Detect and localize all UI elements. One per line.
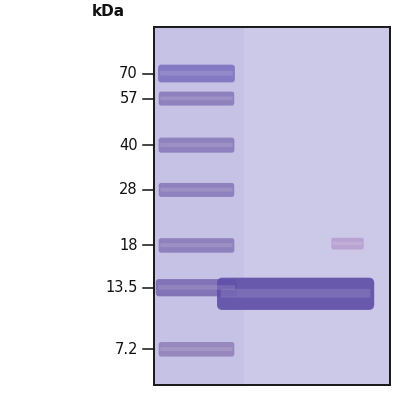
FancyBboxPatch shape	[158, 65, 235, 83]
Text: 70: 70	[119, 66, 138, 81]
FancyBboxPatch shape	[160, 188, 233, 192]
Text: 40: 40	[119, 138, 138, 153]
FancyBboxPatch shape	[160, 243, 233, 247]
FancyBboxPatch shape	[158, 285, 235, 290]
Bar	[154, 27, 390, 385]
FancyBboxPatch shape	[160, 96, 233, 100]
Bar	[154, 27, 390, 385]
Text: 28: 28	[119, 183, 138, 197]
FancyBboxPatch shape	[221, 289, 370, 298]
Text: 57: 57	[119, 91, 138, 106]
FancyBboxPatch shape	[160, 143, 233, 147]
FancyBboxPatch shape	[159, 92, 234, 106]
FancyBboxPatch shape	[333, 242, 362, 245]
FancyBboxPatch shape	[158, 138, 234, 153]
FancyBboxPatch shape	[159, 183, 234, 197]
FancyBboxPatch shape	[217, 278, 374, 310]
FancyBboxPatch shape	[160, 347, 233, 351]
Text: 18: 18	[120, 238, 138, 253]
Text: 7.2: 7.2	[114, 342, 138, 357]
FancyBboxPatch shape	[160, 71, 233, 76]
FancyBboxPatch shape	[331, 238, 364, 250]
Text: kDa: kDa	[92, 4, 124, 19]
FancyBboxPatch shape	[156, 279, 237, 296]
Bar	[154, 27, 244, 385]
FancyBboxPatch shape	[159, 342, 234, 357]
FancyBboxPatch shape	[159, 238, 234, 253]
Text: 13.5: 13.5	[106, 280, 138, 295]
